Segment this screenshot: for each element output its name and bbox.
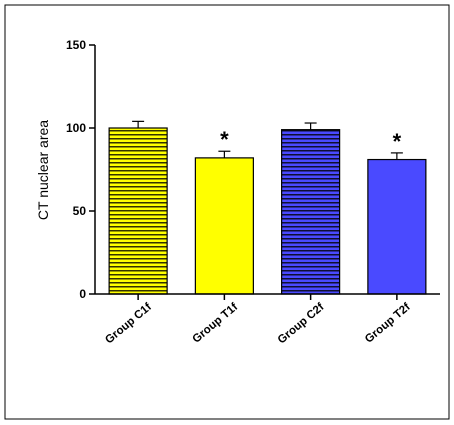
bar <box>281 129 341 295</box>
y-tick-label: 100 <box>66 121 86 135</box>
y-tick-label: 50 <box>73 204 87 218</box>
bar <box>108 127 168 295</box>
significance-marker: * <box>220 127 229 152</box>
bar <box>367 158 427 295</box>
y-axis: 0 50 100 150 <box>66 38 96 301</box>
y-tick-label: 150 <box>66 38 86 52</box>
y-axis-label: CT nuclear area <box>35 120 51 220</box>
bar <box>194 157 254 295</box>
y-tick-label: 0 <box>79 287 86 301</box>
bars: * * <box>108 120 427 295</box>
significance-marker: * <box>393 129 402 154</box>
